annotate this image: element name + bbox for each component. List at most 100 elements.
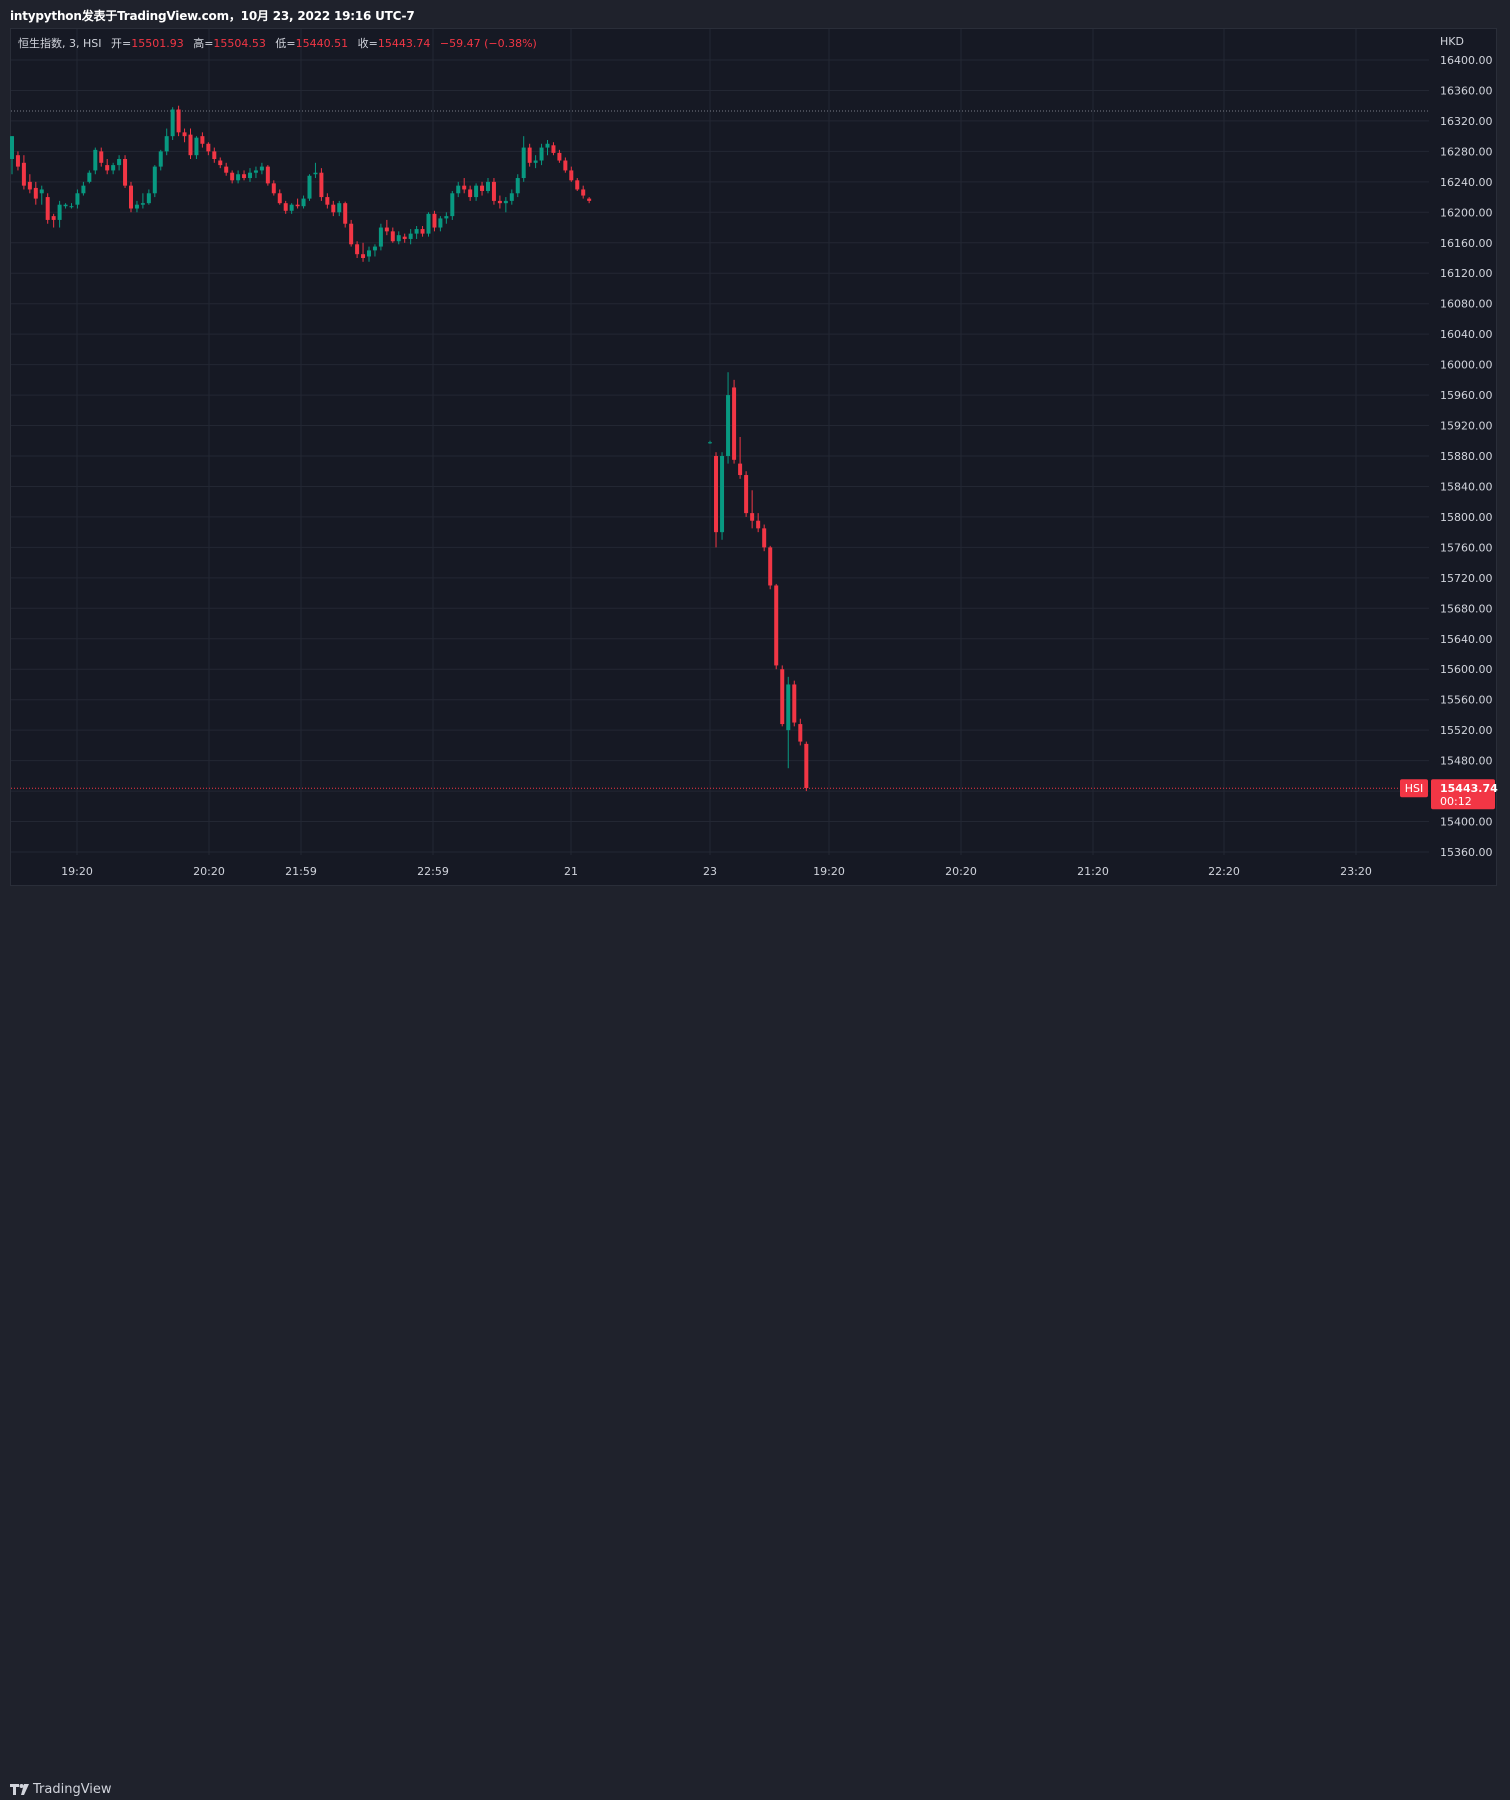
candle <box>265 165 270 186</box>
symbol-legend: 恒生指数, 3, HSI 开=15501.93 高=15504.53 低=154… <box>18 35 537 51</box>
candle-body <box>200 136 205 144</box>
candle <box>792 680 797 727</box>
candle <box>75 189 80 209</box>
candle <box>313 162 318 179</box>
candle-body <box>325 197 330 205</box>
candle-body <box>152 166 157 194</box>
symbol-tag-label: HSI <box>1405 782 1424 795</box>
candle <box>140 193 145 209</box>
x-tick-label: 20:20 <box>945 865 977 878</box>
candle-body <box>99 151 104 163</box>
y-tick-label: 16000.00 <box>1440 359 1493 372</box>
candle-body <box>248 172 252 179</box>
candle-body <box>756 520 761 529</box>
candle <box>355 241 360 258</box>
y-tick-label: 16240.00 <box>1440 176 1493 189</box>
candle-body <box>277 193 282 204</box>
candle-body <box>349 223 354 245</box>
y-tick-label: 15840.00 <box>1440 480 1493 493</box>
candle <box>176 105 181 137</box>
candle-body <box>75 193 80 205</box>
last-price-value: 15443.74 <box>1440 782 1498 795</box>
candle <box>563 157 568 173</box>
candle <box>39 185 44 205</box>
candle <box>444 212 449 224</box>
candle-body <box>289 204 294 211</box>
candle-body <box>468 189 473 198</box>
candle <box>774 583 779 670</box>
x-tick-label: 22:20 <box>1208 865 1240 878</box>
candle <box>15 151 20 171</box>
candle-body <box>587 198 592 201</box>
candle-body <box>557 152 562 161</box>
candle <box>474 183 479 201</box>
candle <box>99 147 104 167</box>
price-axis[interactable]: HKD 16400.00 16360.00 16320.00 16280.00 1624… <box>1440 35 1493 859</box>
candle-body <box>768 547 773 586</box>
candle-body <box>194 137 199 156</box>
candle <box>194 136 199 159</box>
candle-body <box>117 159 122 166</box>
candle-body <box>313 172 318 175</box>
candle-body <box>798 724 803 742</box>
candle <box>587 197 592 204</box>
candle-body <box>206 143 211 152</box>
candle-body <box>230 172 235 181</box>
candle <box>450 190 455 220</box>
candle-body <box>474 185 479 198</box>
candle <box>468 185 473 201</box>
time-axis[interactable]: 19:20 20:20 21:59 22:59 21 23 19:20 20:20 21:20 2… <box>61 865 1372 878</box>
y-tick-label: 15720.00 <box>1440 572 1493 585</box>
candle-body <box>253 170 258 173</box>
y-tick-label: 15480.00 <box>1440 755 1493 768</box>
candle <box>87 170 92 184</box>
x-tick-label: 19:20 <box>61 865 93 878</box>
candle <box>367 246 371 262</box>
y-tick-label: 16400.00 <box>1440 54 1493 67</box>
candle-body <box>390 231 395 242</box>
candle <box>432 210 437 232</box>
candle-body <box>57 204 62 220</box>
y-tick-label: 15400.00 <box>1440 816 1493 829</box>
candle <box>581 185 586 199</box>
candle <box>117 155 122 171</box>
x-tick-label: 19:20 <box>813 865 845 878</box>
publisher-text: intypython发表于TradingView.com，10月 23, 202… <box>10 9 415 23</box>
candle-body <box>319 172 324 198</box>
y-tick-label: 15760.00 <box>1440 541 1493 554</box>
legend-low-label: 低= <box>275 37 296 50</box>
candle <box>509 189 514 205</box>
candlestick-chart[interactable]: HKD 16400.00 16360.00 16320.00 16280.00 1624… <box>0 0 1510 886</box>
candle-body <box>45 197 50 220</box>
candle-body <box>307 175 312 199</box>
candle <box>152 165 157 198</box>
candle-body <box>164 136 169 152</box>
candle <box>331 200 336 217</box>
candle <box>343 201 348 228</box>
candle <box>45 193 50 224</box>
candle <box>557 149 562 163</box>
tradingview-logo-icon[interactable] <box>10 1783 30 1800</box>
candle <box>408 229 413 245</box>
candle-body <box>81 185 86 194</box>
candle <box>744 471 749 517</box>
candle <box>51 213 56 228</box>
candle-body <box>21 162 26 186</box>
candle <box>780 665 785 727</box>
candle-body <box>123 159 128 186</box>
candle-body <box>426 213 431 234</box>
candle <box>271 180 276 196</box>
candle-body <box>87 172 92 182</box>
y-tick-label: 15880.00 <box>1440 450 1493 463</box>
candle-body <box>343 203 348 224</box>
candle <box>93 147 98 175</box>
legend-symbol[interactable]: 恒生指数, 3, HSI <box>18 37 102 50</box>
candle-body <box>295 204 300 207</box>
candle-body <box>402 236 407 239</box>
candle-body <box>486 181 490 191</box>
candle <box>242 170 247 181</box>
tradingview-brand[interactable]: TradingView <box>33 1782 112 1797</box>
y-tick-label: 15920.00 <box>1440 420 1493 433</box>
candle <box>21 155 26 190</box>
y-tick-label: 15360.00 <box>1440 846 1493 859</box>
